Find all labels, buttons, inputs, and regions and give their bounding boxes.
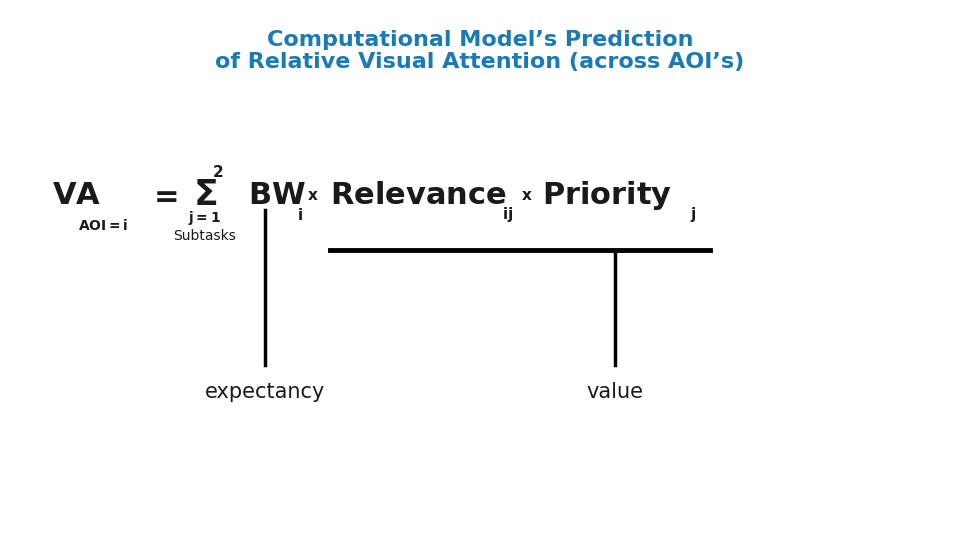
Text: value: value bbox=[587, 382, 643, 402]
Text: expectancy: expectancy bbox=[204, 382, 325, 402]
Text: $\mathbf{j=1}$: $\mathbf{j=1}$ bbox=[188, 209, 222, 227]
Text: $\mathbf{Relevance}$: $\mathbf{Relevance}$ bbox=[330, 180, 507, 210]
Text: $\mathbf{x}$: $\mathbf{x}$ bbox=[521, 187, 533, 202]
Text: $\mathbf{=}$: $\mathbf{=}$ bbox=[148, 180, 179, 210]
Text: $\mathbf{Priority}$: $\mathbf{Priority}$ bbox=[542, 179, 672, 212]
Text: $\mathbf{j}$: $\mathbf{j}$ bbox=[690, 206, 696, 225]
Text: Subtasks: Subtasks bbox=[174, 229, 236, 243]
Text: $\mathbf{BW}$: $\mathbf{BW}$ bbox=[248, 180, 306, 210]
Text: $\mathbf{2}$: $\mathbf{2}$ bbox=[212, 164, 224, 180]
Text: $\mathbf{AOI=i}$: $\mathbf{AOI=i}$ bbox=[78, 218, 129, 233]
Text: $\mathbf{\Sigma}$: $\mathbf{\Sigma}$ bbox=[193, 178, 217, 212]
Text: $\mathbf{ij}$: $\mathbf{ij}$ bbox=[502, 206, 514, 225]
Text: $\mathbf{x}$: $\mathbf{x}$ bbox=[307, 187, 319, 202]
Text: of Relative Visual Attention (across AOI’s): of Relative Visual Attention (across AOI… bbox=[215, 52, 745, 72]
Text: $\mathbf{VA}$: $\mathbf{VA}$ bbox=[52, 180, 101, 210]
Text: $\mathbf{i}$: $\mathbf{i}$ bbox=[297, 207, 302, 223]
Text: Computational Model’s Prediction: Computational Model’s Prediction bbox=[267, 30, 693, 50]
